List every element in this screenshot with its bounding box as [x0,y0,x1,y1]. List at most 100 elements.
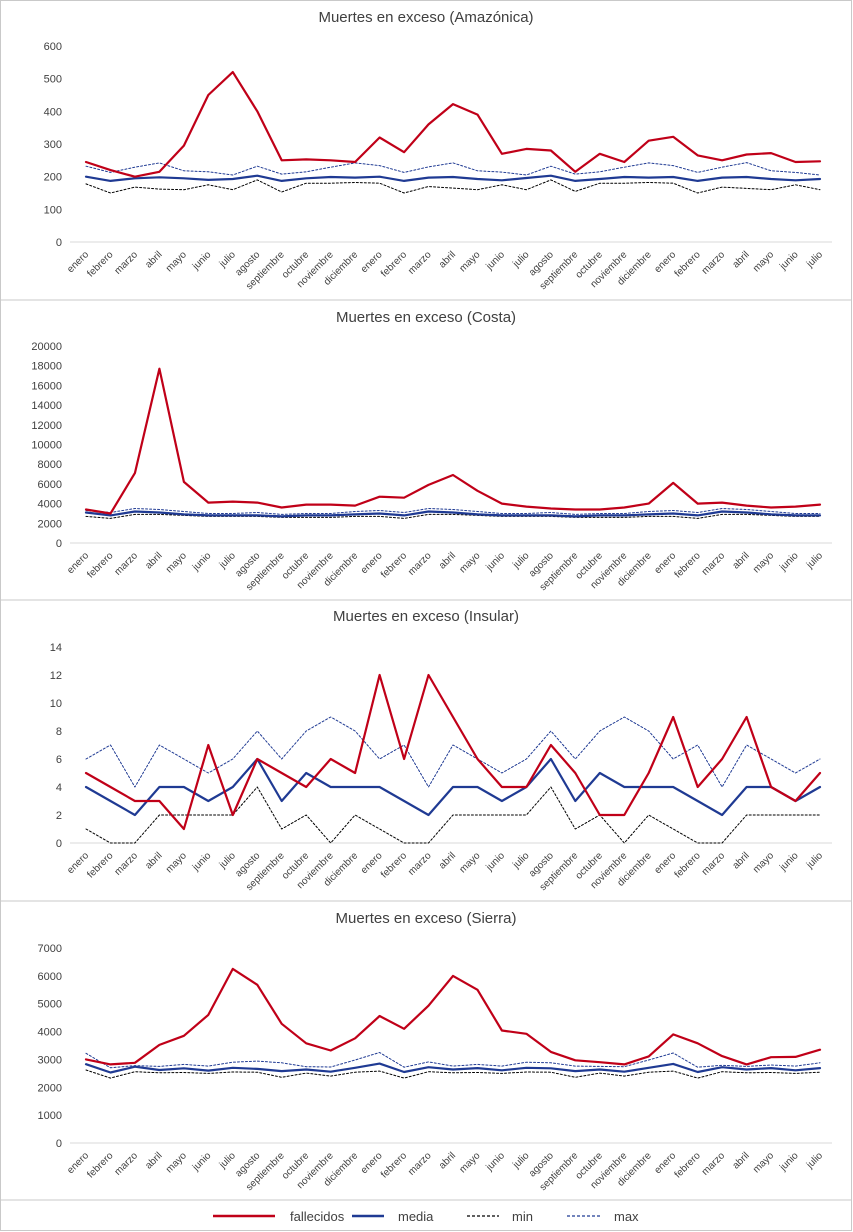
x-tick-label: mayo [458,550,483,575]
y-tick-label: 2 [56,810,62,822]
x-tick-label: julio [510,850,531,871]
x-tick-label: abril [731,1150,752,1171]
y-tick-label: 12 [50,670,62,682]
x-tick-label: julio [217,550,238,571]
x-tick-label: marzo [700,249,728,277]
series-line-max [85,508,821,515]
y-tick-label: 4000 [38,1027,62,1039]
y-tick-label: 4 [56,782,62,794]
x-tick-label: abril [437,1150,458,1171]
x-tick-label: marzo [113,850,141,878]
chart-title: Muertes en exceso (Costa) [336,309,516,326]
x-tick-label: julio [510,1150,531,1171]
chart-panel: Muertes en exceso (Amazónica) 0 100 200 300 4… [44,9,832,292]
y-tick-label: 10000 [31,440,62,452]
y-tick-label: 16000 [31,380,62,392]
x-tick-label: febrero [673,850,703,880]
x-tick-label: abril [143,850,164,871]
chart-title: Muertes en exceso (Insular) [333,608,519,625]
x-tick-label: junio [777,550,801,574]
x-tick-label: marzo [113,1150,141,1178]
y-tick-label: 8000 [38,459,62,471]
y-tick-label: 0 [56,237,62,249]
x-tick-label: mayo [751,249,776,274]
y-tick-label: 4000 [38,499,62,511]
x-tick-label: mayo [164,249,189,274]
x-tick-label: abril [143,249,164,270]
x-tick-label: mayo [751,850,776,875]
x-tick-label: junio [777,1150,801,1174]
y-tick-label: 2000 [38,1082,62,1094]
x-tick-label: julio [217,1150,238,1171]
series-line-fallecidos [84,367,822,515]
x-tick-label: mayo [458,1150,483,1175]
y-tick-label: 14000 [31,400,62,412]
series-line-fallecidos [84,673,822,831]
x-tick-label: febrero [379,1150,409,1180]
y-tick-label: 20000 [31,341,62,353]
x-tick-label: marzo [700,1150,728,1178]
x-tick-label: febrero [673,1150,703,1180]
y-tick-label: 14 [50,642,62,654]
chart-title: Muertes en exceso (Sierra) [336,910,517,927]
series-line-fallecidos [84,70,822,178]
y-tick-label: 6000 [38,479,62,491]
y-tick-label: 6 [56,754,62,766]
y-tick-label: 200 [44,172,62,184]
y-tick-label: 0 [56,538,62,550]
x-tick-label: abril [731,249,752,270]
y-tick-label: 8 [56,726,62,738]
x-tick-label: mayo [164,1150,189,1175]
legend-media-label: media [398,1209,434,1224]
series-line-fallecidos [84,967,822,1066]
series-line-min [85,1069,821,1079]
x-tick-label: marzo [406,550,434,578]
x-tick-label: febrero [673,550,703,580]
x-tick-label: febrero [379,550,409,580]
x-tick-label: mayo [164,850,189,875]
x-tick-label: mayo [458,850,483,875]
x-tick-label: junio [777,249,801,273]
y-tick-label: 12000 [31,420,62,432]
x-tick-label: febrero [85,550,115,580]
x-tick-label: marzo [113,249,141,277]
x-tick-label: junio [190,850,214,874]
x-tick-label: julio [804,1150,825,1171]
chart-panel: Muertes en exceso (Insular)02468101214en… [50,608,832,893]
y-tick-label: 1000 [38,1110,62,1122]
y-tick-label: 0 [56,838,62,850]
x-tick-label: mayo [751,1150,776,1175]
x-tick-label: marzo [406,249,434,277]
y-tick-label: 100 [44,204,62,216]
legend-min-label: min [512,1209,533,1224]
y-tick-label: 0 [56,1138,62,1150]
chart-title: Muertes en exceso (Amazónica) [318,9,533,26]
x-tick-label: mayo [164,550,189,575]
y-tick-label: 10 [50,698,62,710]
y-tick-label: 6000 [38,971,62,983]
x-tick-label: junio [190,550,214,574]
x-tick-label: abril [731,850,752,871]
x-tick-label: abril [731,550,752,571]
x-tick-label: marzo [406,850,434,878]
y-tick-label: 3000 [38,1054,62,1066]
x-tick-label: julio [510,249,531,270]
series-line-media [84,757,822,817]
y-tick-label: 5000 [38,999,62,1011]
x-tick-label: mayo [751,550,776,575]
x-tick-label: abril [437,850,458,871]
x-tick-label: junio [777,850,801,874]
x-tick-label: marzo [700,550,728,578]
x-tick-label: febrero [85,249,115,279]
x-tick-label: abril [143,1150,164,1171]
series-line-max [85,716,821,788]
charts-group: Muertes en exceso (Amazónica)01002003004… [31,9,832,1193]
y-tick-label: 600 [44,41,62,53]
x-tick-label: junio [190,1150,214,1174]
x-tick-label: marzo [113,550,141,578]
x-tick-label: febrero [379,850,409,880]
x-tick-label: junio [484,249,508,273]
x-tick-label: junio [484,850,508,874]
x-tick-label: julio [804,249,825,270]
